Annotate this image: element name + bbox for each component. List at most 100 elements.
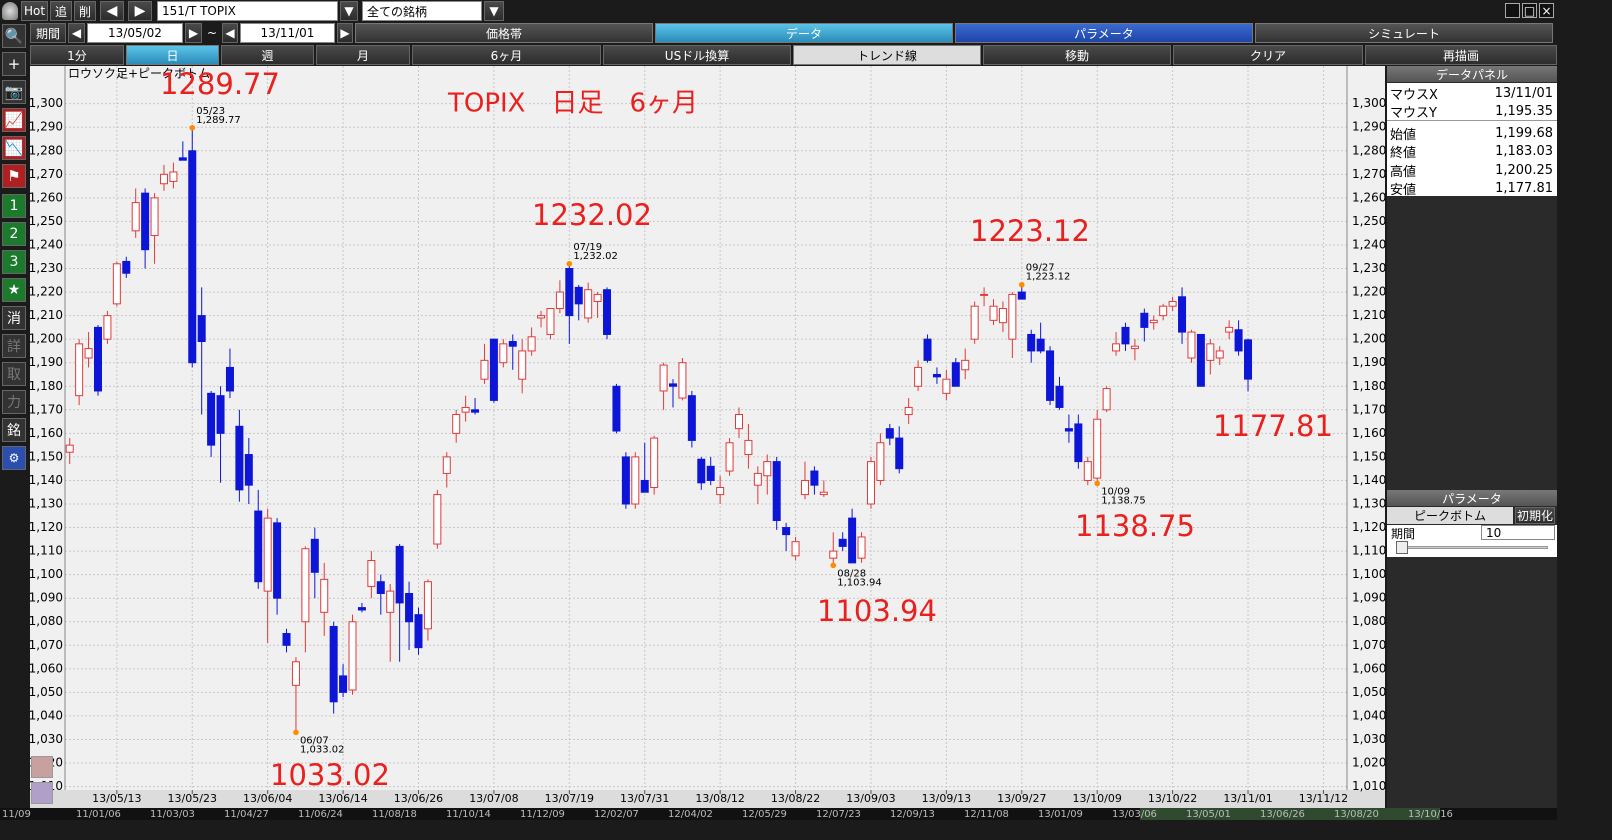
candle-body <box>141 192 150 251</box>
candle-body <box>348 621 357 691</box>
chart-panel <box>30 66 1385 808</box>
y-tick-label: 1,190 <box>29 355 63 369</box>
candle-body <box>471 409 480 413</box>
y-tick-label: 1,260 <box>29 190 63 204</box>
tab[interactable]: シミュレート <box>1255 23 1553 43</box>
window-button[interactable]: □ <box>1522 3 1537 18</box>
slider-thumb[interactable] <box>1396 541 1408 554</box>
prev-button[interactable]: ◀ <box>100 1 124 21</box>
list-field[interactable]: 全ての銘柄 <box>362 1 482 21</box>
y-tick-label: 1,190 <box>1352 355 1386 369</box>
tool-button[interactable]: 詳 <box>2 334 26 358</box>
arrow-button[interactable]: ▶ <box>185 23 202 43</box>
symbol-field[interactable]: 151/T TOPIX <box>157 1 338 21</box>
candle-body <box>612 385 621 432</box>
range-button[interactable]: 月 <box>316 45 410 65</box>
tool-icon[interactable]: 📉 <box>2 136 26 160</box>
reset-button[interactable]: 初期化 <box>1515 507 1555 524</box>
tool-icon[interactable]: 📷 <box>2 80 26 104</box>
range-button[interactable]: 6ヶ月 <box>412 45 601 65</box>
y-tick-label: 1,210 <box>1352 308 1386 322</box>
dropdown[interactable]: ▼ <box>484 1 504 21</box>
timeline-label: 11/01/06 <box>76 808 121 820</box>
tool-button[interactable]: 2 <box>2 222 26 246</box>
settings-button[interactable]: ⚙ <box>2 446 26 470</box>
candle-body <box>423 581 432 630</box>
date-field[interactable]: 13/05/02 <box>87 23 183 43</box>
tool-button[interactable]: 取 <box>2 362 26 386</box>
window-button[interactable]: × <box>1539 3 1554 18</box>
range-button[interactable]: クリア <box>1173 45 1363 65</box>
candle-body <box>499 343 508 364</box>
candle-body <box>895 437 904 470</box>
tab[interactable]: パラメータ <box>955 23 1253 43</box>
param-tab[interactable]: ピークボトム <box>1387 507 1513 524</box>
range-button[interactable]: 移動 <box>983 45 1171 65</box>
tool-icon[interactable] <box>31 756 53 778</box>
arrow-button[interactable]: ◀ <box>68 23 85 43</box>
arrow-button[interactable]: ◀ <box>222 23 238 43</box>
tool-button[interactable]: ★ <box>2 278 26 302</box>
candle-body <box>923 338 932 361</box>
tool-button[interactable]: 力 <box>2 390 26 414</box>
x-tick-label: 13/07/31 <box>620 792 669 805</box>
y-tick-label: 1,050 <box>29 685 63 699</box>
y-tick-label: 1,200 <box>1352 332 1386 346</box>
tab[interactable]: データ <box>655 23 953 43</box>
candle-body <box>763 461 772 477</box>
y-tick-label: 1,140 <box>29 473 63 487</box>
tool-icon[interactable] <box>31 782 53 804</box>
range-button[interactable]: 日 <box>126 45 219 65</box>
range-button[interactable]: 再描画 <box>1365 45 1557 65</box>
hot-button[interactable]: Hot <box>21 1 48 21</box>
candle-body <box>574 286 583 305</box>
y-tick-label: 1,110 <box>1352 544 1386 558</box>
candle-body <box>518 350 527 380</box>
candle-body <box>744 439 753 456</box>
y-tick-label: 1,300 <box>29 96 63 110</box>
add-button[interactable]: 追 <box>50 1 72 21</box>
candle-body <box>442 456 451 474</box>
candle-body <box>357 607 366 611</box>
tool-icon[interactable]: 📈 <box>2 108 26 132</box>
candle-body <box>367 560 376 587</box>
range-button[interactable]: USドル換算 <box>603 45 791 65</box>
y-tick-label: 1,120 <box>1352 520 1386 534</box>
tool-button[interactable]: 銘 <box>2 418 26 442</box>
x-tick-label: 13/10/22 <box>1148 792 1197 805</box>
date-field[interactable]: 13/11/01 <box>240 23 335 43</box>
peak-price: 1,232.02 <box>573 251 618 262</box>
range-button[interactable]: 1分 <box>30 45 124 65</box>
y-tick-label: 1,220 <box>29 285 63 299</box>
y-tick-label: 1,280 <box>1352 143 1386 157</box>
range-button[interactable]: 週 <box>221 45 314 65</box>
candle-body <box>1159 305 1168 317</box>
delete-button[interactable]: 削 <box>74 1 96 21</box>
y-tick-label: 1,280 <box>29 143 63 157</box>
tool-button[interactable]: 1 <box>2 194 26 218</box>
tool-icon[interactable]: + <box>2 52 26 76</box>
tool-icon[interactable]: 🔍 <box>2 24 26 48</box>
candle-body <box>640 479 649 493</box>
callout: 1177.81 <box>1213 409 1333 443</box>
window-button[interactable]: _ <box>1505 3 1520 18</box>
tool-button[interactable]: 3 <box>2 250 26 274</box>
candle-body <box>593 293 602 302</box>
tool-button[interactable]: 消 <box>2 306 26 330</box>
tool-icon[interactable]: ⚑ <box>2 164 26 188</box>
timeline-range <box>1140 808 1440 820</box>
data-label: マウスY <box>1390 106 1437 121</box>
y-tick-label: 1,300 <box>1352 96 1386 110</box>
peak-price: 1,289.77 <box>196 115 241 126</box>
y-tick-label: 1,230 <box>29 261 63 275</box>
range-button[interactable]: トレンド線 <box>793 45 981 65</box>
slider-track <box>1396 546 1548 549</box>
panel-body <box>1387 83 1557 196</box>
next-button[interactable]: ▶ <box>128 1 152 21</box>
y-tick-label: 1,260 <box>1352 190 1386 204</box>
param-value[interactable]: 10 <box>1481 525 1555 540</box>
arrow-button[interactable]: ▶ <box>337 23 353 43</box>
tab[interactable]: 価格帯 <box>355 23 653 43</box>
dropdown[interactable]: ▼ <box>340 1 358 21</box>
